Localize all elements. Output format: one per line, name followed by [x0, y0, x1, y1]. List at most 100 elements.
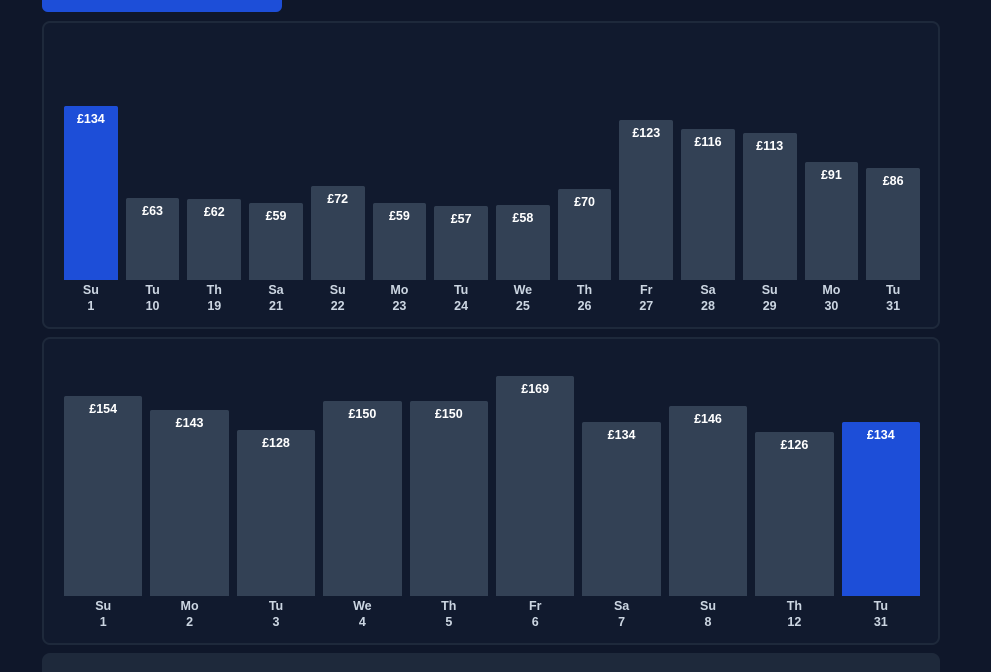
bar-price-label: £91 — [820, 167, 842, 182]
day-number-label: 6 — [531, 615, 539, 629]
price-bar[interactable]: £146 — [668, 406, 748, 596]
weekday-label: Tu — [268, 599, 284, 613]
bar-price-label: £62 — [203, 205, 225, 220]
day-number-label: 2 — [186, 615, 194, 629]
bar-price-label: £58 — [512, 210, 534, 225]
date-label: Sa 21 — [249, 282, 303, 314]
price-bar[interactable]: £150 — [323, 401, 402, 596]
day-number-label: 31 — [886, 299, 901, 313]
date-label: Th 19 — [187, 282, 241, 314]
price-bar[interactable]: £72 — [310, 186, 365, 280]
price-bar[interactable]: £59 — [372, 203, 427, 280]
bar-price-label: £128 — [262, 435, 290, 450]
price-bar[interactable]: £126 — [755, 432, 834, 596]
bar-price-label: £72 — [327, 192, 349, 207]
bar-price-label: £134 — [866, 427, 895, 442]
weekday-label: Mo — [180, 599, 199, 613]
weekday-label: Th — [786, 599, 803, 613]
day-number-label: 21 — [269, 299, 283, 313]
price-bar[interactable]: £57 — [434, 205, 488, 280]
bar-price-label: £169 — [521, 382, 550, 397]
bar-price-label: £59 — [388, 209, 410, 224]
date-label: Su 1 — [64, 598, 142, 630]
weekday-label: Su — [95, 599, 112, 613]
day-number-label: 5 — [445, 615, 453, 629]
price-bar[interactable]: £86 — [866, 168, 920, 280]
weekday-label: Sa — [700, 283, 716, 297]
date-label: Th 5 — [410, 598, 488, 630]
day-number-label: 31 — [873, 615, 888, 629]
bar-price-label: £146 — [694, 412, 722, 427]
bar-price-label: £134 — [76, 111, 105, 126]
price-bar[interactable]: £59 — [249, 203, 303, 280]
date-label: Su 22 — [311, 282, 365, 314]
weekday-label: Th — [206, 283, 222, 297]
price-bar[interactable]: £62 — [187, 199, 242, 280]
day-number-label: 30 — [824, 299, 839, 313]
date-label: Mo 2 — [150, 598, 228, 630]
date-label: Su 29 — [743, 282, 797, 314]
price-bar[interactable]: £91 — [804, 161, 859, 280]
weekday-label: Th — [441, 599, 457, 613]
date-label: Sa 28 — [681, 282, 735, 314]
bar-price-label: £150 — [434, 407, 463, 421]
weekday-label: Mo — [822, 283, 841, 297]
weekday-label: Tu — [873, 599, 888, 613]
price-bar[interactable]: £150 — [409, 401, 488, 596]
date-label: Su 8 — [669, 598, 747, 630]
date-label: Sa 7 — [582, 598, 660, 630]
weekday-label: Mo — [390, 283, 409, 297]
price-bar[interactable]: £169 — [496, 376, 575, 596]
return-price-chart: £154 Su 1 £143 Mo 2 £128 Tu 3 £150 We 4 £150 Th 5 £169 F… — [42, 337, 940, 645]
weekday-label: We — [513, 283, 533, 297]
price-bar[interactable]: £70 — [557, 189, 612, 280]
date-label: We 25 — [496, 282, 550, 314]
price-bar[interactable]: £143 — [150, 410, 229, 596]
selected-tab-indicator[interactable] — [42, 0, 282, 12]
day-number-label: 22 — [330, 299, 345, 313]
date-label: Th 12 — [755, 598, 833, 630]
weekday-label: Su — [329, 283, 346, 297]
weekday-label: Tu — [453, 283, 469, 297]
day-number-label: 8 — [704, 615, 712, 629]
day-number-label: 1 — [99, 615, 107, 629]
weekday-label: Sa — [613, 599, 630, 613]
day-number-label: 1 — [87, 299, 95, 313]
day-number-label: 3 — [272, 615, 280, 629]
day-number-label: 12 — [787, 615, 802, 629]
weekday-label: Su — [700, 599, 716, 613]
price-bar[interactable]: £134 — [582, 421, 661, 596]
weekday-label: Su — [82, 283, 99, 297]
date-label: Mo 23 — [373, 282, 427, 314]
weekday-label: Su — [761, 283, 778, 297]
day-number-label: 4 — [358, 615, 366, 629]
bar-price-label: £143 — [175, 416, 204, 431]
price-bar[interactable]: £134 — [64, 105, 118, 280]
price-bar[interactable]: £154 — [64, 395, 143, 596]
bar-price-label: £116 — [694, 135, 722, 150]
date-label: Tu 3 — [237, 598, 315, 630]
day-number-label: 7 — [618, 615, 626, 629]
day-number-label: 24 — [454, 299, 469, 313]
price-bar[interactable]: £58 — [496, 204, 550, 280]
bar-price-label: £63 — [142, 204, 163, 219]
bar-price-label: £86 — [882, 174, 904, 189]
weekday-label: Sa — [268, 283, 284, 297]
weekday-label: Tu — [885, 283, 901, 297]
price-bar[interactable]: £128 — [236, 429, 316, 596]
bar-price-label: £123 — [632, 126, 661, 141]
bar-price-label: £59 — [265, 209, 287, 224]
day-number-label: 27 — [639, 299, 654, 313]
price-bar[interactable]: £134 — [841, 421, 920, 596]
price-bar[interactable]: £123 — [619, 120, 674, 280]
price-bar[interactable]: £63 — [125, 198, 180, 280]
weekday-label: Fr — [640, 283, 653, 297]
date-label: We 4 — [323, 598, 401, 630]
price-bar[interactable]: £116 — [681, 129, 735, 280]
bar-price-label: £154 — [89, 401, 118, 416]
weekday-label: Tu — [145, 283, 160, 297]
date-label: Tu 31 — [866, 282, 920, 314]
price-bar[interactable]: £113 — [742, 133, 797, 280]
outbound-price-chart: £134 Su 1 £63 Tu 10 £62 Th 19 £59 Sa 21 £72 Su 22 £59 Mo… — [42, 21, 940, 329]
